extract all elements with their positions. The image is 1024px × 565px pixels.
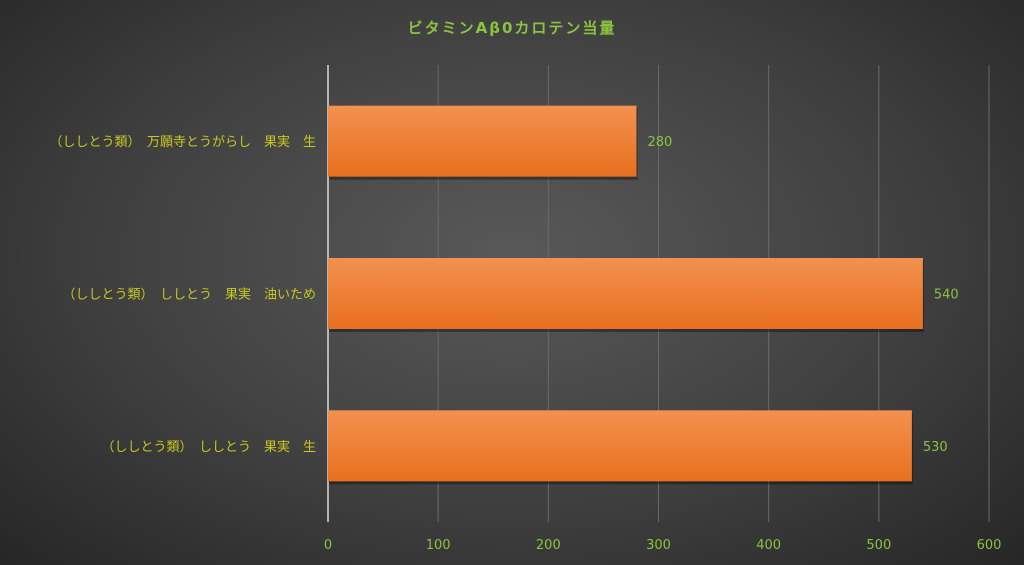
category-label: （ししとう類） ししとう 果実 生 xyxy=(101,439,316,455)
x-tick-label: 0 xyxy=(324,538,332,553)
data-label: 530 xyxy=(923,440,948,455)
bar xyxy=(328,258,923,329)
bar xyxy=(328,410,912,482)
category-label: （ししとう類） ししとう 果実 油いため xyxy=(62,287,316,303)
x-tick-label: 500 xyxy=(866,538,891,553)
chart-title: ビタミンAβ0カロテン当量 xyxy=(407,19,617,37)
x-tick-label: 200 xyxy=(536,538,561,553)
bar xyxy=(328,105,637,177)
category-label: （ししとう類） 万願寺とうがらし 果実 生 xyxy=(49,134,316,150)
data-label: 540 xyxy=(934,288,959,303)
x-tick-label: 300 xyxy=(646,538,671,553)
data-label: 280 xyxy=(647,135,672,150)
x-tick-label: 400 xyxy=(756,538,781,553)
x-tick-label: 600 xyxy=(977,538,1002,553)
x-tick-label: 100 xyxy=(426,538,451,553)
